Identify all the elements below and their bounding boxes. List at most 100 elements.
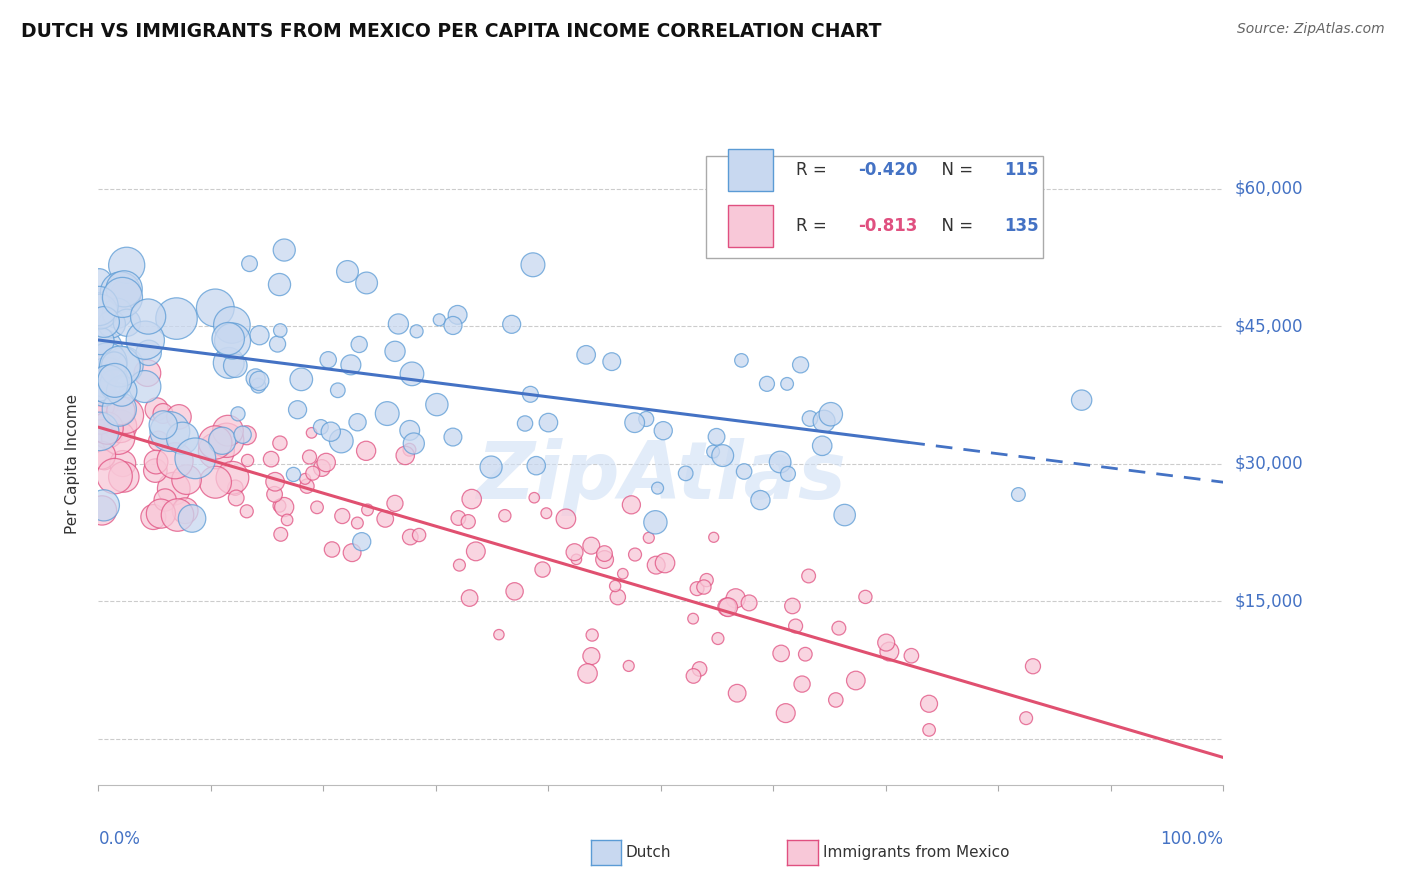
Point	[565, 552, 588, 566]
Point	[457, 515, 479, 529]
Point	[107, 431, 129, 445]
Point	[89, 334, 111, 348]
Point	[717, 600, 740, 615]
Point	[346, 415, 368, 429]
Point	[224, 359, 246, 373]
Point	[384, 496, 406, 510]
Point	[108, 402, 131, 417]
Text: 100.0%: 100.0%	[1160, 830, 1223, 848]
Point	[398, 442, 420, 457]
Point	[100, 317, 122, 331]
Point	[89, 425, 111, 439]
Point	[1007, 487, 1029, 501]
Point	[110, 285, 132, 300]
Point	[104, 373, 127, 387]
Point	[159, 425, 181, 439]
Point	[340, 546, 363, 560]
Point	[738, 596, 761, 610]
Point	[834, 508, 856, 522]
Point	[503, 584, 526, 599]
Point	[711, 449, 734, 463]
Point	[145, 402, 167, 417]
Point	[770, 647, 793, 661]
Point	[449, 558, 471, 573]
Point	[354, 443, 377, 458]
Point	[138, 346, 160, 360]
Point	[96, 355, 118, 369]
Point	[143, 464, 166, 478]
Text: $60,000: $60,000	[1234, 179, 1303, 198]
Point	[152, 417, 174, 432]
Point	[166, 311, 188, 326]
Point	[96, 425, 118, 440]
Point	[89, 398, 111, 412]
Point	[460, 491, 482, 506]
Point	[645, 558, 668, 573]
Point	[513, 417, 536, 431]
Point	[875, 635, 897, 649]
Point	[87, 376, 110, 391]
Point	[427, 313, 450, 327]
Point	[789, 358, 811, 372]
Point	[384, 344, 406, 359]
Point	[283, 467, 305, 482]
Point	[311, 461, 333, 475]
Point	[269, 323, 291, 337]
Point	[785, 619, 807, 633]
Point	[408, 528, 430, 542]
Point	[696, 573, 718, 587]
Point	[87, 299, 110, 313]
Point	[336, 264, 359, 278]
Point	[114, 409, 136, 423]
Point	[224, 481, 246, 495]
Point	[820, 407, 842, 421]
Point	[686, 582, 709, 596]
Point	[605, 579, 627, 593]
Point	[305, 500, 328, 515]
Point	[111, 384, 134, 398]
Point	[301, 425, 323, 440]
Point	[247, 378, 270, 392]
Point	[103, 358, 125, 372]
Point	[134, 333, 156, 347]
Point	[799, 411, 821, 425]
Point	[703, 530, 725, 544]
Point	[636, 412, 658, 426]
Point	[93, 383, 115, 397]
Text: $15,000: $15,000	[1234, 592, 1303, 610]
Point	[104, 377, 127, 392]
Point	[110, 403, 132, 417]
Point	[174, 504, 197, 518]
Point	[134, 379, 156, 393]
Point	[115, 258, 138, 272]
Point	[152, 407, 174, 421]
Point	[488, 628, 510, 642]
Text: 0.0%: 0.0%	[98, 830, 141, 848]
Point	[110, 419, 132, 434]
Point	[1070, 393, 1092, 408]
Point	[606, 590, 628, 604]
Y-axis label: Per Capita Income: Per Capita Income	[65, 393, 80, 534]
Point	[399, 530, 422, 544]
Point	[245, 371, 267, 385]
Point	[405, 324, 427, 338]
Point	[114, 359, 136, 373]
Point	[276, 513, 298, 527]
Point	[612, 566, 634, 581]
Point	[221, 318, 243, 332]
Point	[707, 632, 730, 646]
Point	[316, 352, 339, 367]
Point	[593, 552, 616, 566]
Point	[346, 516, 368, 530]
Point	[519, 387, 541, 401]
Point	[226, 407, 249, 421]
Point	[184, 451, 207, 466]
Point	[166, 508, 188, 522]
Point	[236, 453, 259, 467]
Point	[689, 662, 711, 676]
Point	[221, 334, 243, 348]
Point	[235, 428, 257, 442]
Point	[217, 332, 239, 346]
Point	[879, 644, 901, 658]
Point	[115, 316, 138, 330]
